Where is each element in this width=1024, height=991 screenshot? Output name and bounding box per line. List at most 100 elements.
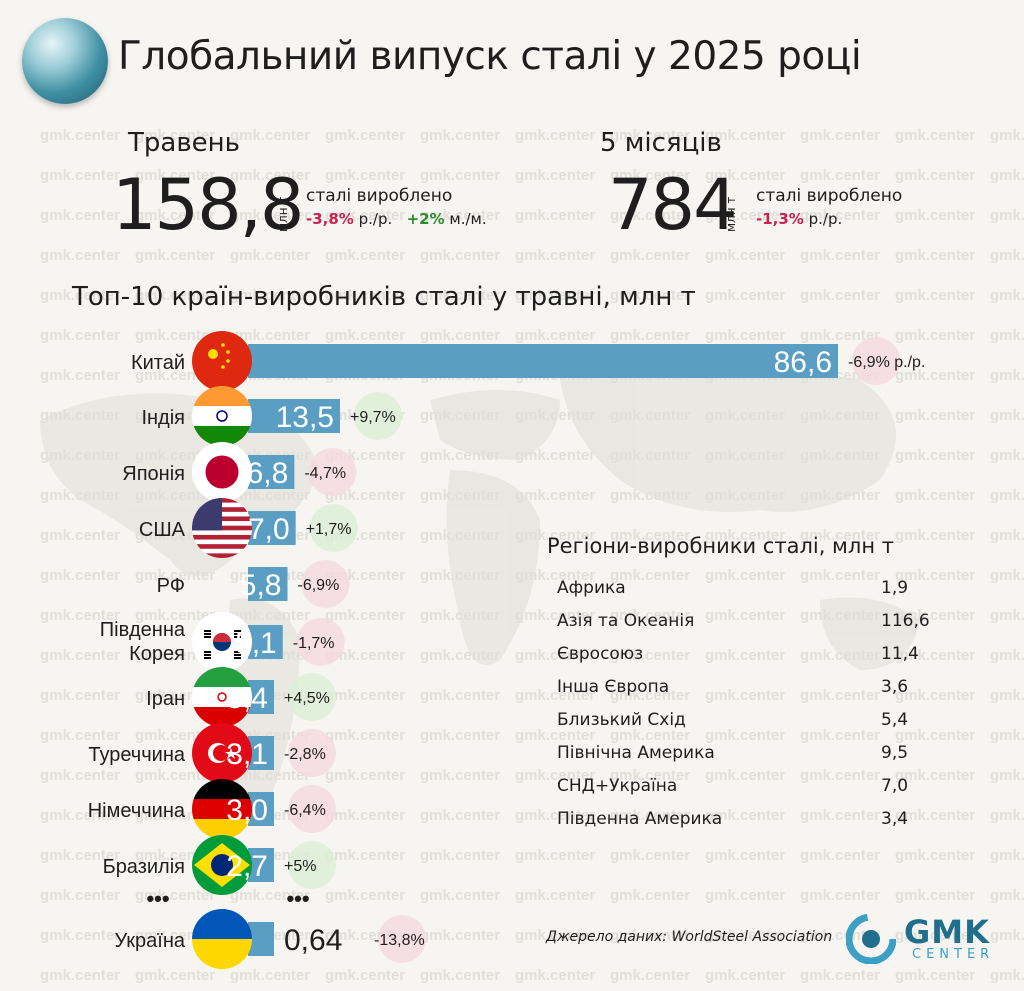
watermark-text: gmk.center bbox=[420, 247, 500, 264]
watermark-text: gmk.center bbox=[135, 487, 215, 504]
change-halo bbox=[309, 504, 358, 552]
watermark-text: gmk.center bbox=[800, 607, 880, 624]
watermark-text: gmk.center bbox=[990, 927, 1024, 944]
watermark-text: gmk.center bbox=[895, 687, 975, 704]
watermark-text: gmk.center bbox=[705, 567, 785, 584]
watermark-text: gmk.center bbox=[895, 887, 975, 904]
watermark-text: gmk.center bbox=[515, 967, 595, 984]
region-name: Південна Америка bbox=[557, 809, 723, 829]
watermark-text: gmk.center bbox=[705, 127, 785, 144]
watermark-text: gmk.center bbox=[800, 887, 880, 904]
watermark-text: gmk.center bbox=[40, 367, 120, 384]
watermark-text: gmk.center bbox=[40, 487, 120, 504]
watermark-text: gmk.center bbox=[610, 247, 690, 264]
india-flag-icon bbox=[192, 386, 252, 446]
watermark-text: gmk.center bbox=[230, 127, 310, 144]
watermark-text: gmk.center bbox=[325, 327, 405, 344]
watermark-text: gmk.center bbox=[135, 287, 215, 304]
value-label: 5,8 bbox=[240, 569, 282, 602]
gmk-logo-icon bbox=[846, 914, 896, 964]
watermark-text: gmk.center bbox=[990, 887, 1024, 904]
watermark-text: gmk.center bbox=[515, 847, 595, 864]
change-label: +1,7% bbox=[306, 521, 352, 538]
region-row: Євросоюз 11,4 bbox=[557, 640, 937, 670]
watermark-text: gmk.center bbox=[135, 887, 215, 904]
watermark-text: gmk.center bbox=[230, 167, 310, 184]
watermark-text: gmk.center bbox=[895, 607, 975, 624]
watermark-text: gmk.center bbox=[325, 127, 405, 144]
watermark-text: gmk.center bbox=[40, 447, 120, 464]
region-name: СНД+Україна bbox=[557, 776, 678, 796]
region-value: 7,0 bbox=[881, 776, 909, 796]
watermark-text: gmk.center bbox=[420, 607, 500, 624]
watermark-text: gmk.center bbox=[800, 927, 880, 944]
watermark-text: gmk.center bbox=[990, 167, 1024, 184]
watermark-text: gmk.center bbox=[705, 287, 785, 304]
watermark-text: gmk.center bbox=[420, 807, 500, 824]
region-name: Африка bbox=[557, 578, 626, 598]
change-label: -6,4% bbox=[284, 802, 326, 819]
watermark-text: gmk.center bbox=[230, 287, 310, 304]
watermark-text: gmk.center bbox=[515, 447, 595, 464]
watermark-text: gmk.center bbox=[895, 327, 975, 344]
watermark-text: gmk.center bbox=[325, 687, 405, 704]
watermark-text: gmk.center bbox=[990, 367, 1024, 384]
watermark-text: gmk.center bbox=[40, 847, 120, 864]
watermark-text: gmk.center bbox=[420, 447, 500, 464]
category-label: Індія bbox=[141, 407, 185, 429]
watermark-text: gmk.center bbox=[895, 847, 975, 864]
watermark-text: gmk.center bbox=[40, 687, 120, 704]
watermark-text: gmk.center bbox=[135, 247, 215, 264]
watermark-text: gmk.center bbox=[895, 247, 975, 264]
watermark-text: gmk.center bbox=[420, 407, 500, 424]
watermark-text: gmk.center bbox=[705, 447, 785, 464]
watermark-text: gmk.center bbox=[800, 487, 880, 504]
bar bbox=[248, 792, 274, 826]
watermark-text: gmk.center bbox=[895, 407, 975, 424]
watermark-text: gmk.center bbox=[895, 967, 975, 984]
watermark-text: gmk.center bbox=[610, 607, 690, 624]
watermark-text: gmk.center bbox=[610, 687, 690, 704]
kpi-may-yoy-suffix: р./р. bbox=[358, 210, 393, 228]
category-label: Південна Корея bbox=[100, 619, 186, 665]
watermark-text: gmk.center bbox=[515, 607, 595, 624]
change-label: +9,7% bbox=[350, 409, 396, 426]
watermark-text: gmk.center bbox=[40, 527, 120, 544]
watermark-text: gmk.center bbox=[420, 207, 500, 224]
bar bbox=[248, 848, 274, 882]
watermark-text: gmk.center bbox=[800, 687, 880, 704]
value-label: 2,7 bbox=[226, 850, 268, 883]
watermark-text: gmk.center bbox=[895, 727, 975, 744]
watermark-text: gmk.center bbox=[40, 767, 120, 784]
watermark-text: gmk.center bbox=[610, 927, 690, 944]
south-korea-flag-icon bbox=[192, 612, 252, 672]
region-name: Північна Америка bbox=[557, 743, 715, 763]
watermark-text: gmk.center bbox=[895, 287, 975, 304]
watermark-text: gmk.center bbox=[325, 807, 405, 824]
watermark-text: gmk.center bbox=[420, 767, 500, 784]
change-halo bbox=[288, 729, 336, 777]
bar bbox=[248, 680, 274, 714]
turkey-flag-icon bbox=[192, 723, 252, 783]
watermark-text: gmk.center bbox=[990, 767, 1024, 784]
watermark-text: gmk.center bbox=[135, 607, 215, 624]
value-label: 13,5 bbox=[276, 401, 334, 434]
kpi-may-text: сталі вироблено bbox=[306, 186, 453, 206]
watermark-text: gmk.center bbox=[990, 567, 1024, 584]
watermark-text: gmk.center bbox=[895, 207, 975, 224]
change-label: -6,9% р./р. bbox=[848, 354, 925, 371]
watermark-text: gmk.center bbox=[610, 847, 690, 864]
watermark-text: gmk.center bbox=[40, 607, 120, 624]
watermark-text: gmk.center bbox=[515, 207, 595, 224]
category-label: РФ bbox=[157, 575, 185, 597]
watermark-text: gmk.center bbox=[420, 647, 500, 664]
watermark-text: gmk.center bbox=[610, 327, 690, 344]
watermark-text: gmk.center bbox=[800, 447, 880, 464]
region-name: Інша Європа bbox=[557, 677, 670, 697]
watermark-text: gmk.center bbox=[705, 407, 785, 424]
change-halo bbox=[296, 618, 345, 666]
watermark-text: gmk.center bbox=[135, 167, 215, 184]
watermark-text: gmk.center bbox=[800, 967, 880, 984]
change-halo bbox=[288, 841, 336, 889]
kpi-may-mom-suffix: м./м. bbox=[449, 210, 487, 228]
